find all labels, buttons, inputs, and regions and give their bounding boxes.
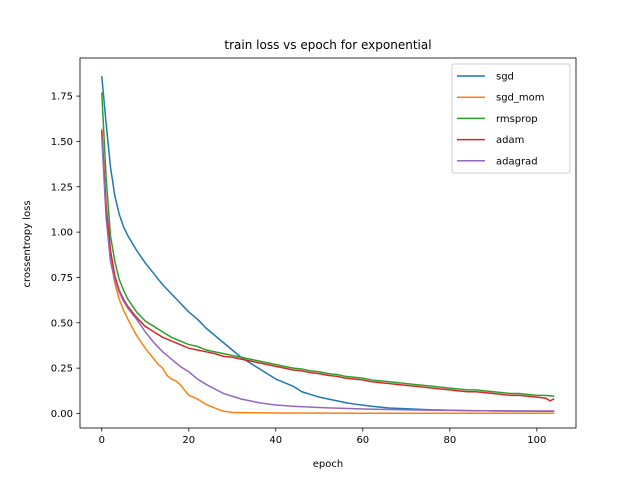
- series-line-adagrad: [101, 135, 555, 412]
- plot-area: 0 20 40 60 80 100 0.00 0.25 0.50 0.75 1.00 1.25 1.5…: [51, 57, 577, 446]
- legend-label-sgd: sgd: [496, 72, 514, 83]
- y-tick-label: 0.00: [51, 409, 73, 420]
- legend-label-adagrad: adagrad: [496, 156, 538, 167]
- y-tick-label: 0.25: [51, 364, 73, 375]
- legend-label-rmsprop: rmsprop: [496, 114, 538, 125]
- y-tick-label: 1.25: [51, 182, 73, 193]
- y-tick-label: 0.75: [51, 273, 73, 284]
- x-tick-label: 0: [99, 435, 105, 446]
- chart-title: train loss vs epoch for exponential: [224, 38, 431, 52]
- legend-label-adam: adam: [496, 135, 524, 146]
- x-tick-label: 20: [182, 435, 195, 446]
- x-tick-label: 80: [443, 435, 456, 446]
- series-layer: [101, 76, 555, 415]
- y-axis-label: crossentropy loss: [22, 200, 33, 287]
- y-axis-ticks: 0.00 0.25 0.50 0.75 1.00 1.25 1.50 1.75: [51, 92, 80, 420]
- x-tick-label: 100: [527, 435, 546, 446]
- y-tick-label: 1.75: [51, 92, 73, 103]
- x-axis-ticks: 0 20 40 60 80 100: [99, 428, 546, 446]
- series-line-adam: [101, 130, 555, 402]
- series-line-rmsprop: [101, 92, 555, 398]
- axes-frame: [79, 57, 577, 429]
- legend-box: [451, 63, 571, 174]
- x-axis-label: epoch: [313, 459, 343, 470]
- y-tick-label: 0.50: [51, 318, 73, 329]
- x-tick-label: 60: [356, 435, 369, 446]
- series-line-sgd-mom: [101, 128, 555, 415]
- y-tick-label: 1.50: [51, 137, 73, 148]
- legend-label-sgd-mom: sgd_mom: [496, 93, 545, 104]
- x-tick-label: 40: [269, 435, 282, 446]
- y-tick-label: 1.00: [51, 228, 73, 239]
